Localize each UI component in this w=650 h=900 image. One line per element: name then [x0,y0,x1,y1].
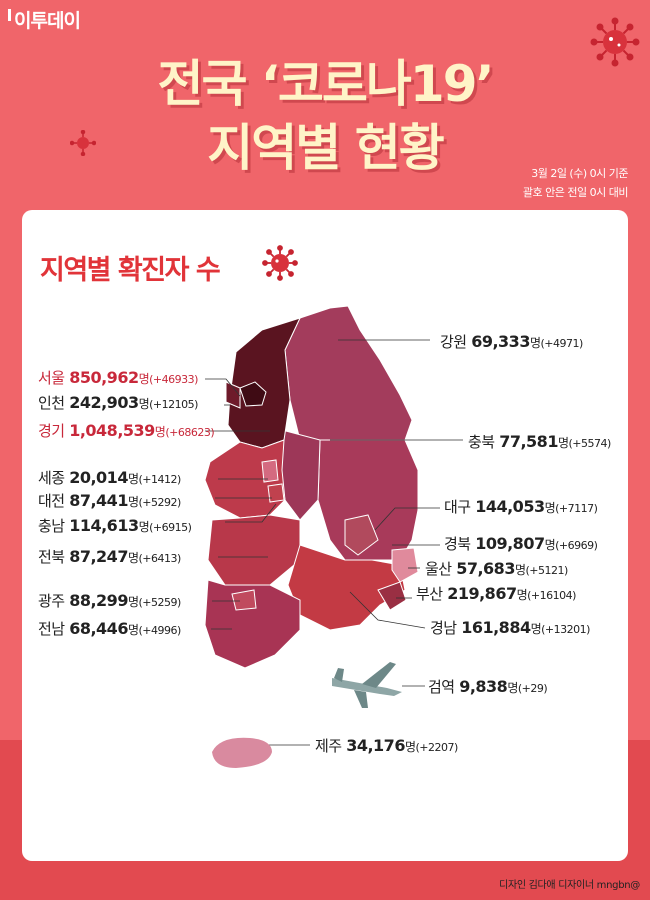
main-title-line1: 전국 ‘코로나19’ [157,55,495,113]
label-chungnam: 충남 114,613명(+6915) [38,516,192,535]
label-incheon: 인천 242,903명(+12105) [38,393,198,412]
virus-icon [590,17,640,67]
label-jeonnam: 전남 68,446명(+4996) [38,619,181,638]
label-jeonbuk: 전북 87,247명(+6413) [38,547,181,566]
label-quarantine: 검역 9,838명(+29) [428,677,548,696]
brand-logo: 이투데이 [8,6,81,33]
region-incheon [225,381,241,409]
label-gwangju: 광주 88,299명(+5259) [38,591,181,610]
basis-date: 3월 2일 (수) 0시 기준 [531,167,628,180]
region-busan [377,581,407,611]
region-sejong [261,459,279,483]
region-jeonnam [204,579,301,669]
label-ulsan: 울산 57,683명(+5121) [425,559,568,578]
region-chungbuk [279,429,321,521]
virus-icon [262,245,298,281]
label-sejong: 세종 20,014명(+1412) [38,468,181,487]
label-seoul: 서울 850,962명(+46933) [38,368,198,387]
label-daegu: 대구 144,053명(+7117) [444,497,598,516]
region-seoul [239,381,267,407]
region-ulsan [391,547,419,583]
label-gyeonggi: 경기 1,048,539명(+68623) [38,421,215,440]
section-title: 지역별 확진자 수 [40,255,221,286]
region-gwangju [231,589,257,611]
region-jeju [212,737,272,768]
airplane-icon [332,662,402,708]
label-daejeon: 대전 87,441명(+5292) [38,491,181,510]
label-gyeongnam: 경남 161,884명(+13201) [430,618,590,637]
region-jeonbuk [207,514,301,586]
design-credit: 디자인 김다애 디자이너 mngbn@ [499,880,640,891]
label-gyeongbuk: 경북 109,807명(+6969) [444,534,598,553]
label-gangwon: 강원 69,333명(+4971) [440,332,583,351]
basis-note: 괄호 안은 전일 0시 대비 [522,186,629,199]
virus-icon [70,130,96,156]
region-daegu [344,514,379,556]
region-daejeon [267,483,285,503]
label-jeju: 제주 34,176명(+2207) [315,736,458,755]
main-title-line2: 지역별 현황 [207,119,444,177]
region-gangwon [284,305,413,441]
label-chungbuk: 충북 77,581명(+5574) [468,432,611,451]
label-busan: 부산 219,867명(+16104) [416,584,576,603]
